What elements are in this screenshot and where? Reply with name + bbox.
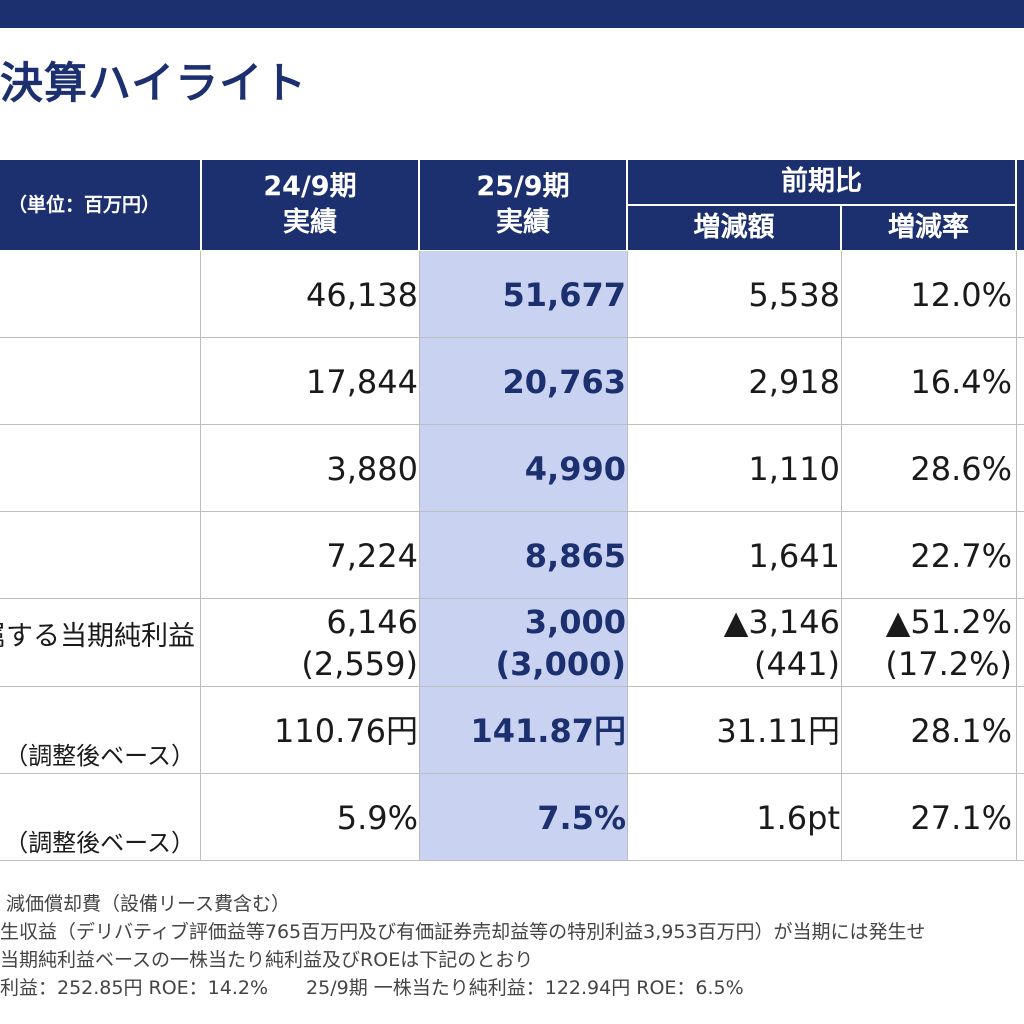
cell-change-rate: ▲51.2% (17.2%) [842, 600, 1012, 686]
cell-current: 7.5% [537, 799, 626, 837]
cell-prev: 110.76円 [274, 712, 418, 750]
cell-current: 20,763 [502, 363, 626, 401]
grid-vline [419, 251, 420, 861]
column-header-current-label: 25/9期実績 [476, 169, 569, 241]
cell-prev: 46,138 [306, 276, 418, 314]
grid-hline [0, 860, 1024, 861]
table-row: 17,844 20,763 2,918 16.4% [0, 339, 1024, 425]
column-header-line: 実績 [495, 207, 550, 238]
table-row: 3,880 4,990 1,110 28.6% [0, 426, 1024, 512]
cell-prev: 3,880 [326, 450, 418, 488]
row-label: 親会社株主に帰属する当期純利益 [0, 621, 195, 652]
column-header-line: 24/9期 [263, 171, 357, 202]
column-header-prev: 24/9期実績 [202, 160, 418, 250]
cell-current: 51,677 [502, 276, 626, 314]
footnote-line: 減価償却費（設備リース費含む） [6, 893, 291, 915]
cell-change-rate: 28.1% [910, 712, 1012, 750]
table-row: 親会社株主に帰属する当期純利益 6,146 (2,559) 3,000 (3,0… [0, 600, 1024, 686]
column-header-current: 25/9期実績 [420, 160, 626, 250]
cell-change-rate: 12.0% [910, 276, 1012, 314]
table-row: （調整後ベース） 110.76円 141.87円 31.11円 28.1% [0, 688, 1024, 774]
cell-current: 4,990 [524, 450, 626, 488]
row-label: （調整後ベース） [4, 829, 195, 857]
top-accent-bar [0, 0, 1024, 28]
grid-hline [0, 511, 1024, 512]
highlight-current-column [420, 251, 627, 861]
cell-current-subvalue: (3,000) [495, 645, 626, 683]
footnotes: 減価償却費（設備リース費含む） 生収益（デリバティブ評価益等765百万円及び有価… [0, 890, 1024, 1002]
cell-change-rate: 22.7% [910, 537, 1012, 575]
column-header-line: 実績 [282, 207, 337, 238]
cell-current-value: 3,000 [524, 603, 626, 641]
cell-change-amount: 1.6pt [756, 799, 840, 837]
footnote-line: 利益：252.85円 ROE：14.2% 25/9期 一株当たり純利益：122.… [0, 977, 744, 999]
table-row: 7,224 8,865 1,641 22.7% [0, 513, 1024, 599]
grid-hline [0, 598, 1024, 599]
grid-vline [1016, 251, 1017, 861]
cell-current: 141.87円 [470, 712, 627, 750]
cell-prev: 17,844 [306, 363, 418, 401]
cell-change-amount-value: ▲3,146 [723, 603, 840, 641]
column-header-edge [1017, 160, 1024, 250]
cell-change-amount: 5,538 [748, 276, 840, 314]
cell-change-amount: 31.11円 [716, 712, 840, 750]
cell-change-rate: 16.4% [910, 363, 1012, 401]
column-header-line: 25/9期 [476, 171, 570, 202]
cell-prev-value: 6,146 [326, 603, 418, 641]
cell-change-amount: 1,641 [748, 537, 840, 575]
column-group-header-yoy: 前期比 [628, 160, 1015, 204]
cell-change-rate: 28.6% [910, 450, 1012, 488]
column-header-change-rate: 増減率 [842, 206, 1015, 250]
unit-header-cell: （単位：百万円） [0, 160, 200, 250]
column-header-prev-label: 24/9期実績 [263, 169, 356, 241]
cell-change-rate: 27.1% [910, 799, 1012, 837]
grid-hline [0, 773, 1024, 774]
cell-current: 8,865 [524, 537, 626, 575]
column-header-change-amount: 増減額 [628, 206, 840, 250]
cell-change-amount: 1,110 [748, 450, 840, 488]
grid-vline [627, 251, 628, 861]
table-row: （調整後ベース） 5.9% 7.5% 1.6pt 27.1% [0, 775, 1024, 861]
cell-change-rate-value: ▲51.2% [885, 603, 1012, 641]
unit-label: （単位：百万円） [7, 194, 160, 216]
cell-current: 3,000 (3,000) [420, 600, 626, 686]
page-title: 決算ハイライト [0, 59, 308, 109]
grid-hline [0, 686, 1024, 687]
cell-prev-subvalue: (2,559) [301, 645, 418, 683]
cell-change-rate-subvalue: (17.2%) [885, 645, 1012, 683]
cell-prev: 6,146 (2,559) [202, 600, 418, 686]
grid-vline [200, 251, 201, 861]
grid-hline [0, 424, 1024, 425]
grid-vline [841, 251, 842, 861]
cell-change-amount: ▲3,146 (441) [628, 600, 840, 686]
cell-change-amount: 2,918 [748, 363, 840, 401]
footnote-line: 生収益（デリバティブ評価益等765百万円及び有価証券売却益等の特別利益3,953… [0, 921, 926, 943]
grid-hline [0, 337, 1024, 338]
table-row: 46,138 51,677 5,538 12.0% [0, 252, 1024, 338]
cell-prev: 7,224 [326, 537, 418, 575]
footnote-line: 当期純利益ベースの一株当たり純利益及びROEは下記のとおり [0, 949, 534, 971]
cell-change-amount-subvalue: (441) [753, 645, 840, 683]
cell-prev: 5.9% [336, 799, 418, 837]
row-label: （調整後ベース） [4, 742, 195, 770]
